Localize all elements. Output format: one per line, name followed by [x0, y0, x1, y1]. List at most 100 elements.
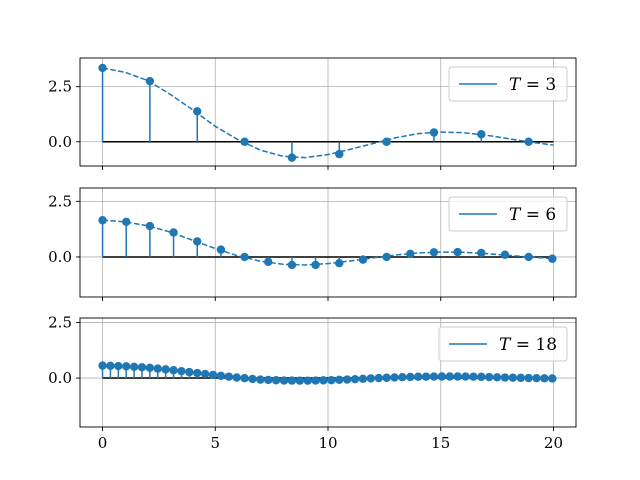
legend: T = 6 [448, 196, 568, 232]
legend-label: T = 6 [509, 205, 556, 225]
x-tick-label: 0 [98, 434, 108, 452]
stem-marker [216, 371, 226, 380]
stem-marker [335, 149, 344, 159]
stem-marker [342, 375, 352, 384]
stem-marker [524, 373, 533, 383]
legend-value: 6 [545, 205, 556, 225]
stem-marker [398, 372, 407, 382]
x-tick-label: 5 [210, 434, 220, 452]
dashed-curve [102, 67, 554, 159]
subplot-1: 0.0 2.5 T = 3 [48, 57, 577, 170]
stem-marker [350, 374, 360, 384]
x-tick-label: 10 [318, 434, 337, 452]
stem-marker [232, 373, 241, 382]
legend-symbol: T [499, 335, 512, 355]
legend-box [438, 326, 568, 362]
stem-marker [98, 63, 107, 73]
stem-marker [469, 372, 478, 381]
stem-marker [548, 374, 557, 383]
stem-marker [390, 373, 399, 382]
stem-marker [287, 153, 297, 162]
stem-marker [98, 361, 107, 370]
stem-marker [382, 137, 391, 146]
y-tick-label: 0.0 [48, 248, 72, 266]
stem-marker [429, 248, 439, 257]
subplot-3: 0.0 2.5 0 5 10 15 20 T = 18 [48, 313, 577, 452]
stem-marker [311, 376, 320, 385]
stem-marker [106, 361, 115, 371]
legend-label: T = 18 [499, 335, 557, 355]
stem-marker [358, 255, 368, 264]
stem-marker [500, 373, 510, 382]
legend-operator: = [520, 205, 545, 225]
stem-marker [145, 221, 155, 231]
stem-marker [406, 372, 415, 382]
stem-marker [406, 249, 415, 259]
stem-marker [453, 372, 462, 381]
legend-value: 3 [545, 75, 556, 95]
stem-marker [224, 372, 233, 381]
stem-marker [532, 373, 541, 383]
stem-marker [366, 374, 376, 383]
legend-label: T = 3 [509, 75, 556, 95]
stem-marker [492, 373, 502, 382]
stem-marker [287, 376, 297, 385]
stem-marker [287, 260, 297, 270]
stem-marker [429, 372, 439, 381]
y-tick-label: 2.5 [48, 192, 72, 210]
stem-marker [319, 376, 328, 385]
stem-marker [335, 375, 344, 385]
stem-marker [335, 258, 344, 268]
stem-marker [413, 372, 423, 381]
y-tick-label: 2.5 [48, 313, 72, 331]
stem-marker [161, 365, 170, 374]
stem-marker [145, 363, 155, 373]
stem-marker [129, 362, 139, 372]
stem-marker [429, 128, 439, 137]
y-tick-label: 0.0 [48, 369, 72, 387]
stem-marker [256, 375, 265, 384]
stem-marker [421, 372, 431, 381]
stem-marker [477, 372, 486, 382]
stem-marker [193, 237, 202, 246]
x-tick-label: 20 [544, 434, 563, 452]
stem-marker [177, 366, 186, 376]
stem-marker [200, 369, 210, 379]
stem-marker [208, 370, 218, 380]
x-tick-label: 15 [431, 434, 450, 452]
stem-marker [453, 247, 462, 257]
stem-marker [311, 260, 320, 270]
legend-operator: = [520, 75, 545, 95]
stem-marker [295, 376, 305, 385]
legend-operator: = [510, 335, 535, 355]
stem-marker [445, 372, 454, 381]
y-tick-label: 2.5 [48, 78, 72, 96]
stem-marker [485, 372, 494, 382]
stem-marker [516, 373, 525, 383]
stem-marker [240, 137, 249, 146]
legend: T = 18 [438, 326, 568, 362]
stem-marker [540, 374, 549, 383]
stem-marker [137, 363, 147, 372]
stem-marker [98, 216, 107, 225]
subplot-2: 0.0 2.5 T = 6 [48, 187, 577, 301]
stem-marker [303, 376, 312, 385]
stem-marker [508, 373, 518, 382]
stem-marker [248, 374, 257, 384]
stem-marker [240, 374, 249, 383]
stem-marker [185, 367, 194, 377]
stem-marker [153, 364, 162, 373]
y-tick-label: 0.0 [48, 133, 72, 151]
stem-marker [461, 372, 470, 381]
stem-marker [382, 373, 391, 382]
legend-box [448, 66, 568, 102]
stem-marker [122, 362, 131, 371]
legend-symbol: T [509, 75, 522, 95]
legend: T = 3 [448, 66, 568, 102]
stem-marker [264, 257, 273, 267]
stem-marker [500, 250, 510, 259]
stem-marker [477, 130, 486, 139]
stem-marker [327, 375, 336, 385]
stem-marker [382, 252, 391, 262]
